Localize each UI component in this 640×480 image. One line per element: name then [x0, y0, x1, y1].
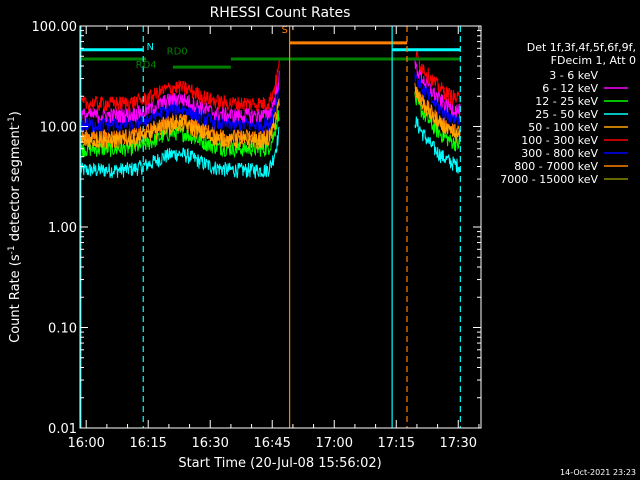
y-tick-label: 1.00: [48, 221, 77, 236]
legend-header-line: FDecim 1, Att 0: [551, 54, 636, 67]
y-tick-label: 0.10: [48, 322, 77, 337]
x-tick-label: 16:45: [253, 436, 290, 451]
legend-series-label: 6 - 12 keV: [542, 82, 598, 95]
flag-annotation: RD4: [136, 60, 157, 71]
generation-timestamp: 14-Oct-2021 23:23: [560, 468, 636, 477]
legend-series-label: 50 - 100 keV: [528, 121, 598, 134]
flag-annotation: RD0: [167, 47, 188, 58]
x-tick-label: 17:15: [378, 436, 415, 451]
x-tick-label: 16:30: [191, 436, 228, 451]
x-tick-label: 17:00: [316, 436, 353, 451]
legend-series-label: 800 - 7000 keV: [514, 160, 598, 173]
legend-series-label: 100 - 300 keV: [521, 134, 598, 147]
y-axis-label-sup: -1: [7, 245, 17, 254]
series-line-pre-gap: [80, 87, 280, 135]
y-axis-label-main: Count Rate (s: [8, 254, 23, 343]
series-line-post-gap: [414, 50, 461, 106]
x-tick-label: 16:00: [67, 436, 104, 451]
y-tick-label: 100.00: [32, 20, 78, 35]
chart-title: RHESSI Count Rates: [210, 5, 351, 21]
legend: Det 1f,3f,4f,5f,6f,9f,FDecim 1, Att 0 3 -…: [500, 41, 636, 186]
series-line-pre-gap: [80, 70, 280, 124]
x-tick-label: 17:30: [440, 436, 477, 451]
y-axis-label-close: ): [8, 111, 23, 116]
vertical-lines-layer: [80, 26, 461, 428]
series-line-pre-gap: [80, 126, 280, 180]
y-tick-label: 0.01: [48, 422, 77, 437]
series-line-pre-gap: [80, 99, 280, 145]
x-tick-label: 16:15: [129, 436, 166, 451]
x-axis-label: Start Time (20-Jul-08 15:56:02): [178, 456, 381, 471]
legend-series-label: 3 - 6 keV: [549, 69, 598, 82]
y-axis-label-tail: detector segment: [8, 125, 23, 245]
series-line-post-gap: [414, 86, 461, 144]
legend-series-label: 25 - 50 keV: [535, 108, 598, 121]
y-axis-label: Count Rate (s-1 detector segment-1): [7, 111, 23, 343]
flags-layer: [80, 41, 461, 69]
y-axis-label-sup2: -1: [7, 116, 17, 125]
flag-annotation: N: [147, 42, 154, 53]
series-layer: [80, 50, 461, 180]
series-line-post-gap: [414, 82, 461, 140]
legend-header-line: Det 1f,3f,4f,5f,6f,9f,: [527, 41, 636, 54]
series-line-post-gap: [414, 58, 461, 119]
legend-series-label: 7000 - 15000 keV: [500, 173, 598, 186]
legend-series-label: 12 - 25 keV: [535, 95, 598, 108]
series-line-post-gap: [414, 116, 461, 174]
flag-annotation: S: [281, 25, 287, 36]
series-line-pre-gap: [80, 58, 280, 112]
annotations-layer: N RD4 RD0 S: [136, 25, 288, 71]
y-tick-label: 10.00: [40, 121, 77, 136]
legend-series-label: 300 - 800 keV: [521, 147, 598, 160]
axes-layer: 0.01 0.10 1.00 10.00 100.00 16:00 16:15 16:30 16…: [32, 20, 481, 451]
series-line-pre-gap: [80, 98, 280, 151]
